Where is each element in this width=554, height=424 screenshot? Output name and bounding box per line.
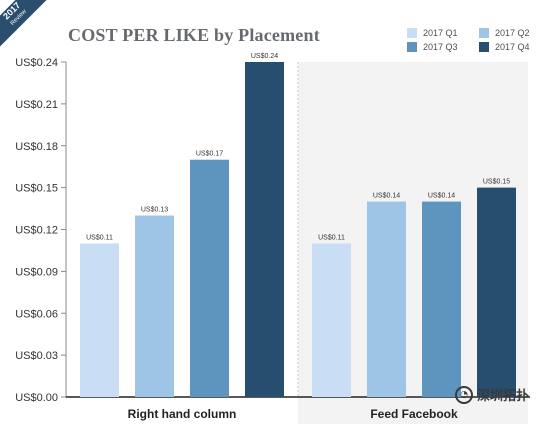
bar [477, 187, 516, 397]
category-label: Right hand column [128, 407, 237, 421]
watermark-text: 深圳拓扑 [477, 389, 530, 404]
bar [190, 159, 229, 397]
bar [312, 243, 351, 397]
y-tick-label: US$0.09 [15, 266, 58, 278]
legend-label: 2017 Q1 [423, 28, 458, 38]
legend-item: 2017 Q1 [407, 28, 458, 38]
legend-label: 2017 Q2 [495, 28, 530, 38]
watermark: ◔ 深圳拓扑 [455, 385, 529, 404]
bar-value-label: US$0.11 [318, 234, 345, 241]
legend-swatch [479, 28, 489, 38]
y-tick-label: US$0.21 [15, 99, 58, 111]
bar-value-label: US$0.11 [86, 234, 113, 241]
legend-swatch [407, 28, 417, 38]
y-tick-label: US$0.06 [15, 308, 58, 320]
legend-label: 2017 Q4 [495, 42, 530, 52]
bar [80, 243, 119, 397]
y-tick-label: US$0.03 [15, 350, 58, 362]
legend-label: 2017 Q3 [423, 42, 458, 52]
bar [135, 215, 174, 397]
bar-value-label: US$0.15 [483, 179, 510, 186]
bar [245, 62, 284, 397]
bar-value-label: US$0.17 [196, 151, 223, 158]
bar [422, 201, 461, 397]
bar-value-label: US$0.14 [428, 193, 455, 200]
legend-swatch [479, 42, 489, 52]
wechat-icon: ◔ [455, 385, 473, 404]
legend-item: 2017 Q2 [479, 28, 530, 38]
bar-value-label: US$0.24 [251, 53, 278, 60]
legend-item: 2017 Q3 [407, 42, 458, 52]
bar-value-label: US$0.13 [141, 207, 168, 214]
bar [367, 201, 406, 397]
legend-item: 2017 Q4 [479, 42, 530, 52]
y-tick-label: US$0.24 [15, 57, 58, 69]
y-tick-label: US$0.12 [15, 225, 58, 237]
bar-value-label: US$0.14 [373, 193, 400, 200]
legend-swatch [407, 42, 417, 52]
category-label: Feed Facebook [370, 407, 458, 421]
y-tick-label: US$0.00 [15, 392, 58, 404]
y-tick-label: US$0.18 [15, 141, 58, 153]
y-tick-label: US$0.15 [15, 183, 58, 195]
chart-title: COST PER LIKE by Placement [68, 25, 320, 45]
